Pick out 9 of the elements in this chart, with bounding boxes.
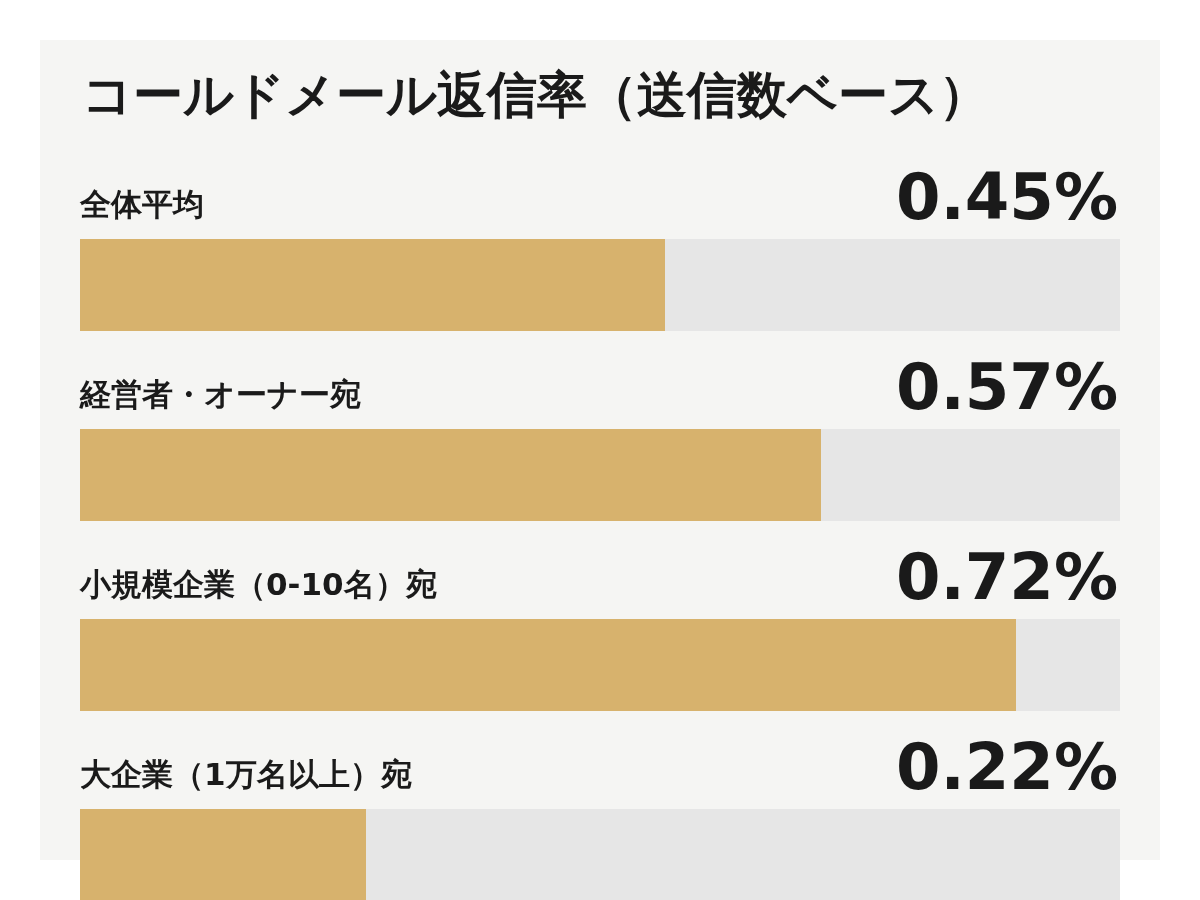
y-tick-label: 大企業（1万名以上）宛 [80,756,412,792]
data-label: 0.72% [895,540,1118,614]
data-label: 0.57% [895,350,1118,424]
data-label: 0.45% [895,160,1118,234]
y-tick-label: 小規模企業（0-10名）宛 [79,566,437,602]
y-tick-label: 全体平均 [79,186,204,222]
y-tick-label: 経営者・オーナー宛 [79,376,361,412]
data-label: 0.22% [895,730,1118,804]
chart-title: コールドメール返信率（送信数ベース） [82,65,989,126]
